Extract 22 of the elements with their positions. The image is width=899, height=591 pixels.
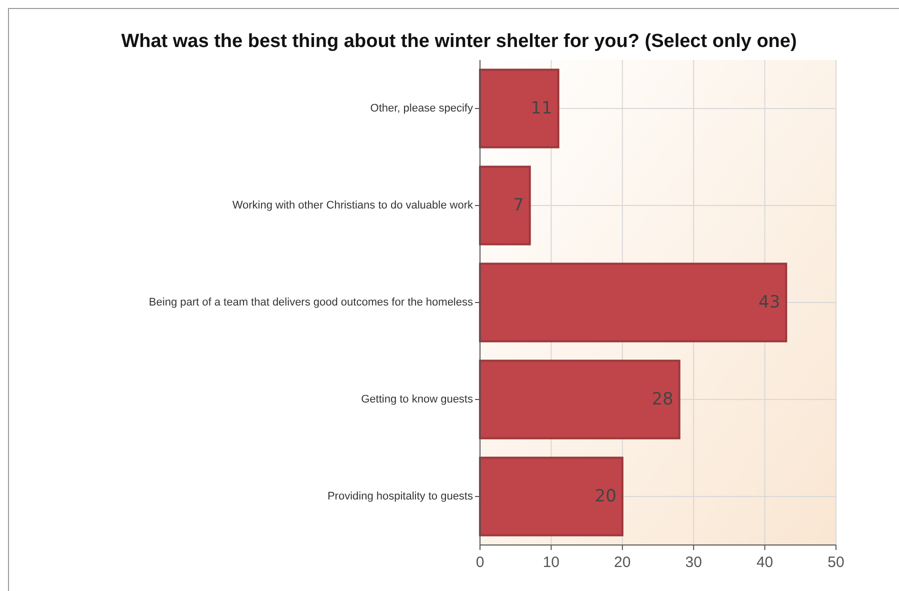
- data-label: 7: [513, 196, 524, 216]
- x-tick-label: 40: [756, 554, 774, 571]
- bar: [479, 68, 560, 148]
- x-tick-label: 20: [614, 554, 631, 571]
- bar: [479, 262, 788, 342]
- x-tick-label: 10: [542, 554, 560, 571]
- y-tick-label: Other, please specify: [370, 102, 474, 114]
- x-tick-label: 50: [828, 554, 844, 571]
- data-label: 28: [652, 390, 674, 410]
- x-tick-label: 30: [685, 554, 702, 571]
- bar: [479, 360, 680, 440]
- data-label: 20: [594, 486, 616, 506]
- chart-title: What was the best thing about the winter shelter for you? (Select only one): [121, 31, 797, 52]
- x-tick-label: 0: [476, 554, 484, 571]
- y-tick-label: Providing hospitality to guests: [327, 490, 474, 502]
- y-tick-label: Being part of a team that delivers good outcomes for the homeless: [148, 296, 474, 308]
- data-label: 43: [758, 292, 780, 312]
- y-tick-label: Working with other Christians to do valuable work: [232, 200, 474, 212]
- bar: [479, 166, 531, 246]
- y-tick-label: Getting to know guests: [361, 394, 474, 406]
- bar: [479, 456, 624, 536]
- data-label: 11: [530, 98, 552, 118]
